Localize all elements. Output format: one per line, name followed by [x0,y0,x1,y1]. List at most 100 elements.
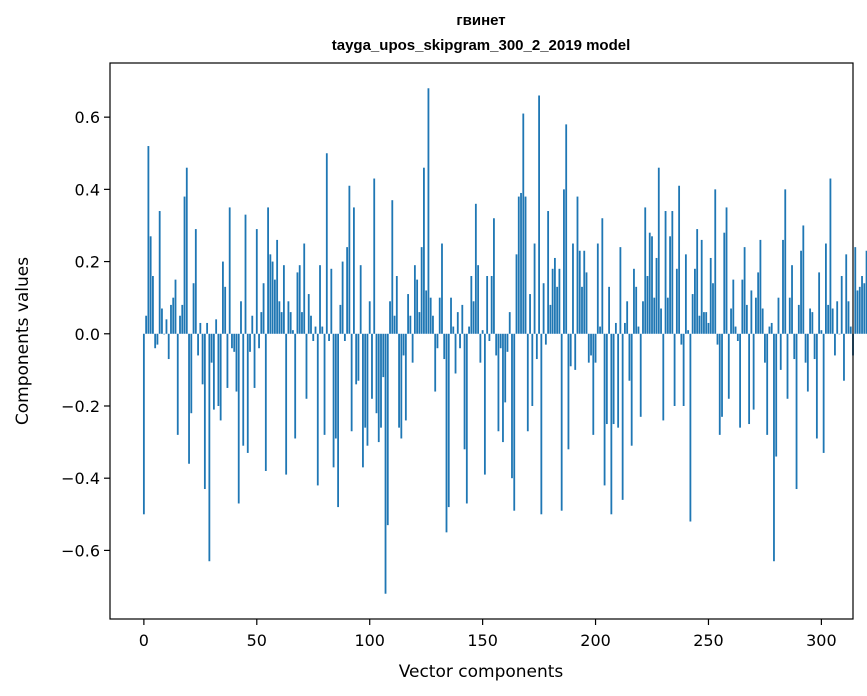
bar [481,330,484,334]
bar [477,265,480,334]
bar [163,333,166,335]
bar [391,200,394,334]
bar [646,276,649,334]
bar [730,308,732,334]
bar [212,333,215,410]
bar [673,333,676,406]
bar [723,232,726,334]
bar [260,312,263,334]
bar [170,304,172,334]
bar [158,211,161,334]
bar [752,333,755,410]
bar [531,333,534,406]
bar [298,265,301,334]
bar [617,333,620,428]
bar [486,276,489,334]
bar [285,333,288,475]
bar [858,286,861,334]
bar [244,214,247,334]
bar [628,333,631,381]
bar [210,333,213,363]
bar [596,243,599,334]
bar [567,333,570,450]
bar [393,315,396,334]
bar [224,286,227,334]
bar [782,239,784,334]
bar [791,265,793,334]
plot-frame [109,62,854,620]
bar [777,297,780,334]
y-tick-label: 0.4 [75,180,100,199]
bar [296,272,299,334]
bar [346,247,349,334]
bar [364,333,367,428]
bar [434,333,437,392]
bar-series [142,88,867,594]
bar [727,333,730,399]
bar [601,218,604,334]
bar [407,294,410,334]
bar [680,333,683,345]
bar [366,333,369,446]
bar [488,333,491,341]
bar [289,312,292,334]
bar [235,333,238,392]
bar [206,322,209,334]
bar [217,333,220,406]
bar [696,229,699,334]
bar [856,290,859,334]
bar [292,330,294,334]
y-axis-label: Components values [13,257,33,425]
bar [716,333,719,345]
x-tick-label: 100 [354,631,385,650]
bar [655,257,658,334]
bar [529,294,531,334]
bar [847,301,850,334]
bar [323,333,326,435]
bar [556,286,559,334]
bar [642,301,644,334]
x-axis-label: Vector components [399,662,564,682]
bar [454,333,457,374]
bar [398,333,400,428]
bar [278,301,281,334]
bar [172,297,175,334]
bar [176,333,179,435]
bar [691,294,694,334]
bar [689,333,692,522]
bar [472,301,475,334]
bar [375,333,378,414]
bar [666,297,669,334]
bar [174,279,177,334]
bar [465,333,468,504]
bar [635,286,638,334]
x-axis-ticks: 0 50 100 150 200 250 300 [139,619,837,650]
bar [687,330,690,334]
bar [404,333,407,421]
bar [522,113,525,334]
bar [479,333,482,363]
bar [147,146,150,334]
y-tick-label: −0.2 [61,397,100,416]
bar [825,243,827,334]
bar [161,308,163,334]
bar [675,268,678,334]
bar [709,257,712,334]
bar [493,218,495,334]
bar [499,333,502,349]
bar [657,167,660,334]
bar [190,333,193,414]
bar [574,333,577,370]
chart-title-line-1: гвинет [456,12,505,29]
bar [815,333,818,439]
bar [413,265,416,334]
bar [384,333,387,594]
bar [269,254,272,334]
bar [745,304,748,334]
bar [240,301,242,334]
bar [251,315,254,334]
bar [644,207,647,334]
bar [386,333,389,526]
bar [179,315,181,334]
bar [770,322,773,334]
